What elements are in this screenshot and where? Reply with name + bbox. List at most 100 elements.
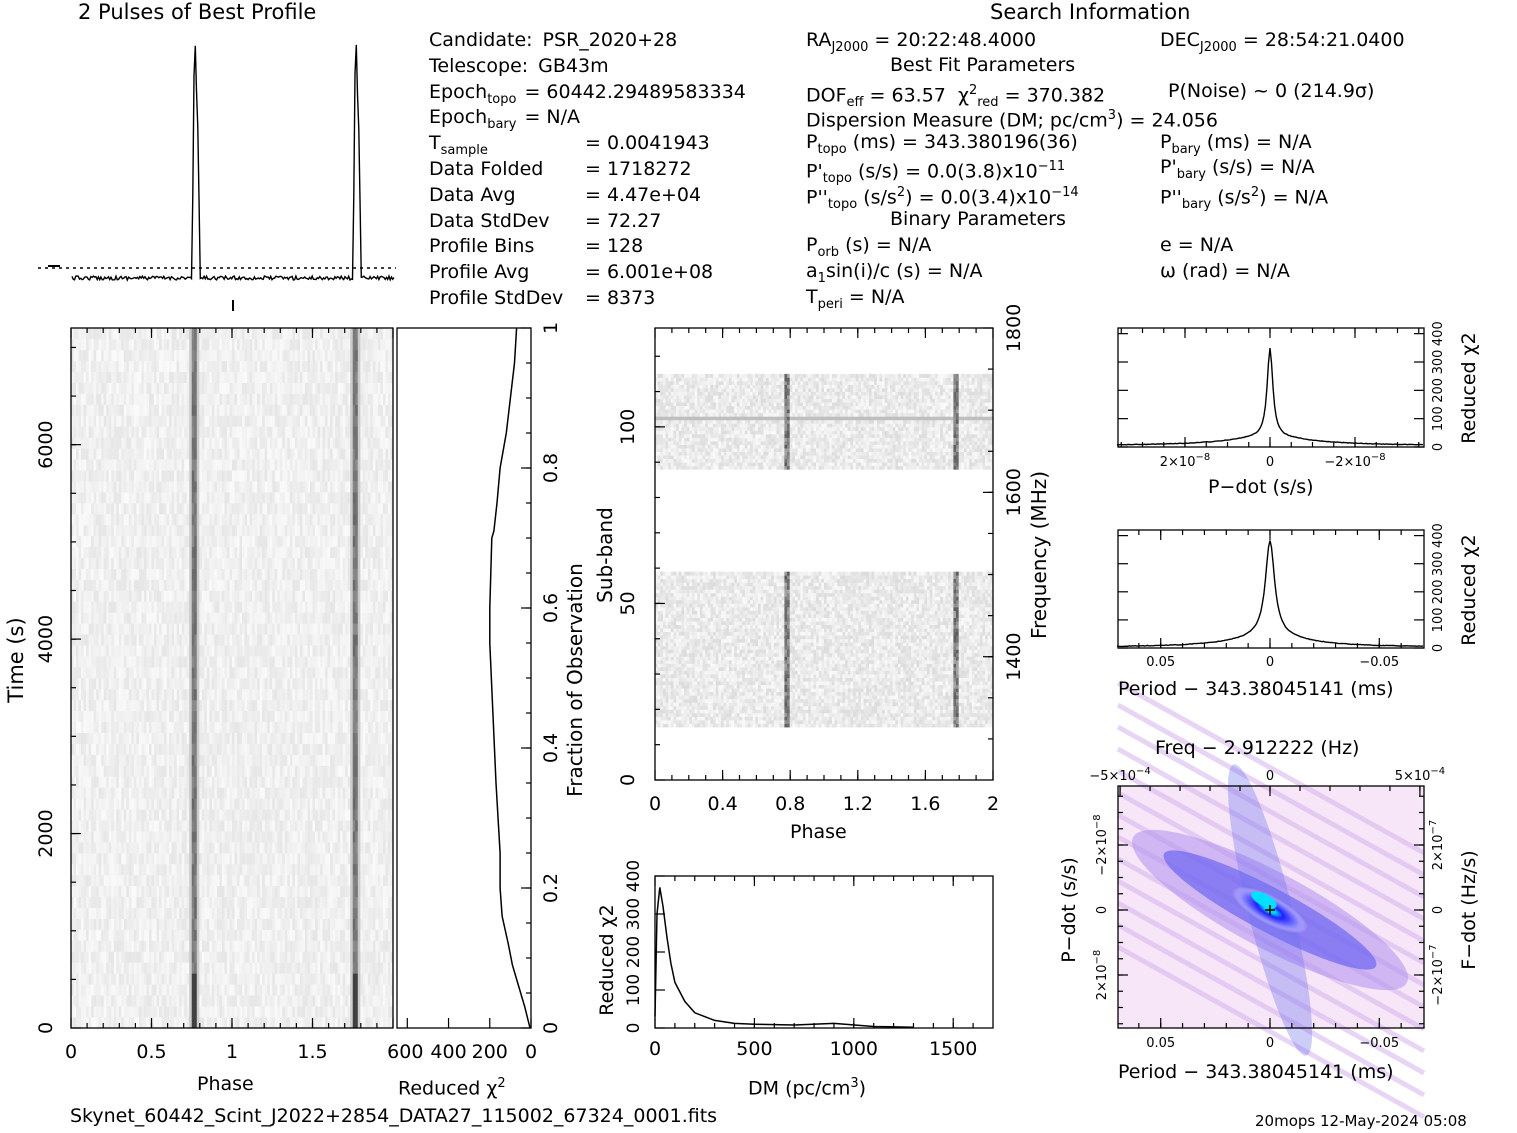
profile-plot: [38, 45, 396, 311]
heatmap-cell: [348, 809, 351, 820]
heatmap-cell: [368, 973, 371, 984]
heatmap-cell: [81, 766, 84, 777]
heatmap-cell: [144, 886, 147, 897]
heatmap-cell: [350, 776, 353, 787]
heatmap-cell: [119, 744, 122, 755]
heatmap-cell: [76, 744, 79, 755]
heatmap-cell: [255, 755, 258, 766]
heatmap-cell: [275, 787, 278, 798]
heatmap-cell: [280, 842, 283, 853]
heatmap-cell: [131, 919, 134, 930]
heatmap-cell: [222, 722, 225, 733]
heatmap-cell: [189, 744, 192, 755]
heatmap-cell: [86, 623, 89, 634]
heatmap-cell: [167, 678, 170, 689]
heatmap-cell: [385, 678, 388, 689]
heatmap-cell: [242, 886, 245, 897]
heatmap-cell: [192, 831, 195, 842]
heatmap-cell: [86, 875, 89, 886]
heatmap-cell: [242, 809, 245, 820]
heatmap-cell: [177, 864, 180, 875]
heatmap-cell: [257, 766, 260, 777]
heatmap-cell: [104, 820, 107, 831]
heatmap-cell: [250, 656, 253, 667]
heatmap-cell: [229, 951, 232, 962]
heatmap-cell: [179, 951, 182, 962]
heatmap-cell: [182, 820, 185, 831]
heatmap-cell: [340, 667, 343, 678]
heatmap-cell: [187, 689, 190, 700]
heatmap-cell: [375, 875, 378, 886]
heatmap-cell: [252, 962, 255, 973]
heatmap-cell: [189, 842, 192, 853]
heatmap-cell: [257, 634, 260, 645]
heatmap-cell: [330, 634, 333, 645]
heatmap-cell: [172, 897, 175, 908]
heatmap-cell: [340, 656, 343, 667]
heatmap-cell: [164, 733, 167, 744]
heatmap-cell: [380, 908, 383, 919]
heatmap-cell: [116, 689, 119, 700]
heatmap-cell: [81, 667, 84, 678]
heatmap-cell: [235, 875, 238, 886]
heatmap-cell: [126, 678, 129, 689]
heatmap-cell: [257, 919, 260, 930]
heatmap-cell: [157, 962, 160, 973]
heatmap-cell: [270, 1006, 273, 1017]
heatmap-cell: [101, 656, 104, 667]
heatmap-cell: [333, 776, 336, 787]
heatmap-cell: [260, 645, 263, 656]
heatmap-cell: [149, 973, 152, 984]
heatmap-cell: [157, 787, 160, 798]
heatmap-cell: [126, 962, 129, 973]
heatmap-cell: [227, 1006, 230, 1017]
heatmap-cell: [86, 612, 89, 623]
heatmap-cell: [310, 656, 313, 667]
heatmap-cell: [315, 612, 318, 623]
heatmap-cell: [282, 951, 285, 962]
heatmap-cell: [86, 755, 89, 766]
heatmap-cell: [350, 1006, 353, 1017]
heatmap-cell: [385, 700, 388, 711]
heatmap-cell: [184, 864, 187, 875]
heatmap-cell: [229, 744, 232, 755]
heatmap-cell: [96, 678, 99, 689]
heatmap-cell: [131, 678, 134, 689]
heatmap-cell: [76, 1006, 79, 1017]
heatmap-cell: [74, 689, 77, 700]
heatmap-cell: [340, 711, 343, 722]
heatmap-cell: [360, 951, 363, 962]
heatmap-cell: [167, 919, 170, 930]
heatmap-cell: [126, 919, 129, 930]
heatmap-cell: [106, 733, 109, 744]
heatmap-cell: [172, 853, 175, 864]
heatmap-cell: [224, 667, 227, 678]
heatmap-cell: [141, 766, 144, 777]
heatmap-cell: [240, 886, 243, 897]
heatmap-cell: [79, 689, 82, 700]
heatmap-cell: [184, 973, 187, 984]
heatmap-cell: [119, 995, 122, 1006]
heatmap-cell: [295, 776, 298, 787]
heatmap-cell: [290, 1006, 293, 1017]
heatmap-cell: [370, 853, 373, 864]
heatmap-cell: [116, 995, 119, 1006]
heatmap-cell: [280, 645, 283, 656]
heatmap-cell: [255, 645, 258, 656]
heatmap-cell: [217, 689, 220, 700]
heatmap-cell: [285, 842, 288, 853]
heatmap-cell: [305, 766, 308, 777]
heatmap-cell: [292, 612, 295, 623]
heatmap-cell: [164, 766, 167, 777]
heatmap-cell: [222, 787, 225, 798]
heatmap-cell: [315, 897, 318, 908]
heatmap-cell: [237, 941, 240, 952]
heatmap-cell: [335, 984, 338, 995]
heatmap-cell: [300, 678, 303, 689]
heatmap-cell: [280, 634, 283, 645]
heatmap-cell: [79, 1006, 82, 1017]
heatmap-cell: [146, 656, 149, 667]
heatmap-cell: [277, 744, 280, 755]
heatmap-cell: [285, 820, 288, 831]
heatmap-cell: [124, 864, 127, 875]
